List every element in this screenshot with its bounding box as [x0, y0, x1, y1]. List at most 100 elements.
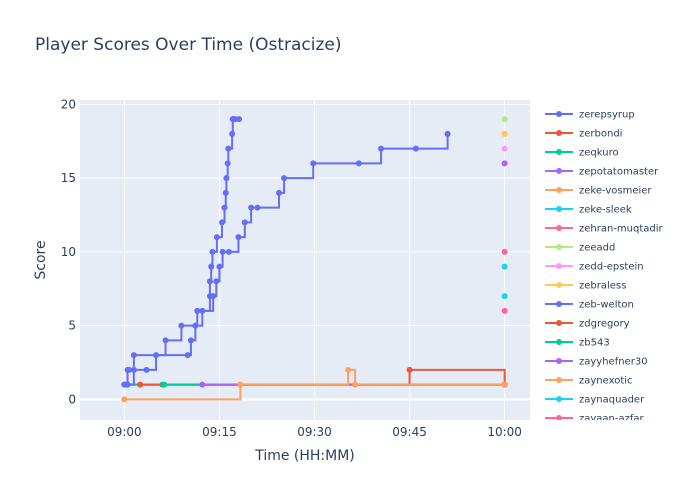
- y-tick-label: 0: [68, 392, 76, 406]
- data-point: [184, 352, 191, 359]
- legend-item-zeke-vosmeier[interactable]: zeke-vosmeier: [545, 186, 652, 197]
- legend-item-zeeadd[interactable]: zeeadd: [545, 243, 615, 254]
- data-point: [161, 381, 168, 388]
- legend-marker: [556, 225, 562, 231]
- y-tick-label: 5: [68, 319, 76, 333]
- legend-label: zb543: [579, 338, 610, 349]
- y-axis-title: Score: [33, 240, 49, 279]
- x-tick-label: 09:30: [297, 425, 332, 439]
- legend-item-zayaan-azfar[interactable]: zayaan-azfar: [545, 414, 645, 425]
- data-point: [281, 175, 288, 182]
- data-point: [124, 381, 131, 388]
- legend-label: zaynaquader: [579, 395, 645, 406]
- data-point: [444, 130, 451, 137]
- y-tick-label: 20: [61, 97, 76, 111]
- legend-marker: [556, 206, 562, 212]
- data-point: [121, 396, 128, 403]
- legend-marker: [556, 111, 562, 117]
- data-point: [130, 352, 137, 359]
- series-zaynaquader: [501, 263, 508, 270]
- legend-label: zebraless: [579, 281, 626, 292]
- legend-item-zeqkuro[interactable]: zeqkuro: [545, 148, 619, 159]
- legend-label: zerbondi: [579, 129, 622, 140]
- data-point: [352, 381, 359, 388]
- legend-marker: [556, 320, 562, 326]
- data-point: [208, 263, 215, 270]
- legend-marker: [556, 244, 562, 250]
- legend-marker: [556, 187, 562, 193]
- legend-item-zb543[interactable]: zb543: [545, 338, 610, 349]
- data-point: [219, 248, 226, 255]
- x-tick-label: 09:45: [392, 425, 427, 439]
- legend-item-zaynexotic[interactable]: zaynexotic: [545, 376, 633, 387]
- x-tick-label: 09:00: [107, 425, 142, 439]
- legend-item-zebraless[interactable]: zebraless: [545, 281, 626, 292]
- legend-item-zayyhefner30[interactable]: zayyhefner30: [545, 357, 648, 368]
- data-point: [199, 307, 206, 314]
- data-point: [209, 248, 216, 255]
- legend-label: zeeadd: [579, 243, 615, 254]
- data-point: [406, 366, 413, 373]
- data-point: [501, 293, 508, 300]
- series-zayaan-azfar: [501, 248, 508, 255]
- series-zeke-sleek: [501, 293, 508, 300]
- axis-ticks: 0 5 10 15 20 09:00 09:15 09:30 09:45 10:00: [61, 97, 522, 439]
- legend-label: zeke-sleek: [579, 205, 632, 216]
- series-layer: [121, 116, 508, 403]
- plot-area: [80, 100, 530, 420]
- legend-marker: [556, 149, 562, 155]
- legend-marker: [556, 168, 562, 174]
- data-point: [235, 234, 242, 241]
- data-point: [210, 293, 217, 300]
- data-point: [224, 160, 231, 167]
- series-zeeadd: [501, 116, 508, 123]
- data-point: [178, 322, 185, 329]
- legend-item-zeke-sleek[interactable]: zeke-sleek: [545, 205, 632, 216]
- data-point: [248, 204, 255, 211]
- legend-label: zeqkuro: [579, 148, 619, 159]
- data-point: [236, 116, 243, 123]
- data-point: [310, 160, 317, 167]
- data-point: [218, 219, 225, 226]
- data-point: [194, 307, 201, 314]
- legend-marker: [556, 415, 562, 420]
- legend-item-zehran-muqtadir[interactable]: zehran-muqtadir: [545, 224, 664, 235]
- series-line: [124, 133, 449, 386]
- y-tick-label: 15: [61, 171, 76, 185]
- legend-item-zeb-welton[interactable]: zeb-welton: [545, 300, 634, 311]
- legend-label: zdgregory: [579, 319, 630, 330]
- legend-item-zaynaquader[interactable]: zaynaquader: [545, 395, 645, 406]
- data-point: [199, 381, 206, 388]
- legend-marker: [556, 282, 562, 288]
- series-zaynexotic: [121, 366, 508, 403]
- legend-label: zayaan-azfar: [579, 414, 645, 425]
- legend-label: zeke-vosmeier: [579, 186, 652, 197]
- legend-label: zeb-welton: [579, 300, 634, 311]
- legend-item-zerepsyrup[interactable]: zerepsyrup: [545, 110, 635, 121]
- data-point: [213, 234, 220, 241]
- data-point: [192, 322, 199, 329]
- data-point: [237, 381, 244, 388]
- legend-item-zedd-epstein[interactable]: zedd-epstein: [545, 262, 644, 273]
- data-point: [187, 337, 194, 344]
- data-point: [223, 175, 230, 182]
- legend-label: zepotatomaster: [579, 167, 659, 178]
- data-point: [501, 263, 508, 270]
- legend-marker: [556, 377, 562, 383]
- data-point: [213, 278, 220, 285]
- data-point: [162, 337, 169, 344]
- legend-label: zedd-epstein: [579, 262, 644, 273]
- data-point: [412, 145, 419, 152]
- data-point: [216, 263, 223, 270]
- data-point: [378, 145, 385, 152]
- legend-item-zepotatomaster[interactable]: zepotatomaster: [545, 167, 659, 178]
- x-axis-title: Time (HH:MM): [254, 448, 355, 464]
- data-point: [501, 381, 508, 388]
- data-point: [254, 204, 261, 211]
- legend[interactable]: zerepsyrup zerbondi zeqkuro zepotatomaster z…: [545, 110, 664, 425]
- data-point: [130, 366, 137, 373]
- legend-item-zdgregory[interactable]: zdgregory: [545, 319, 630, 330]
- legend-item-zerbondi[interactable]: zerbondi: [545, 129, 622, 140]
- data-point: [241, 219, 248, 226]
